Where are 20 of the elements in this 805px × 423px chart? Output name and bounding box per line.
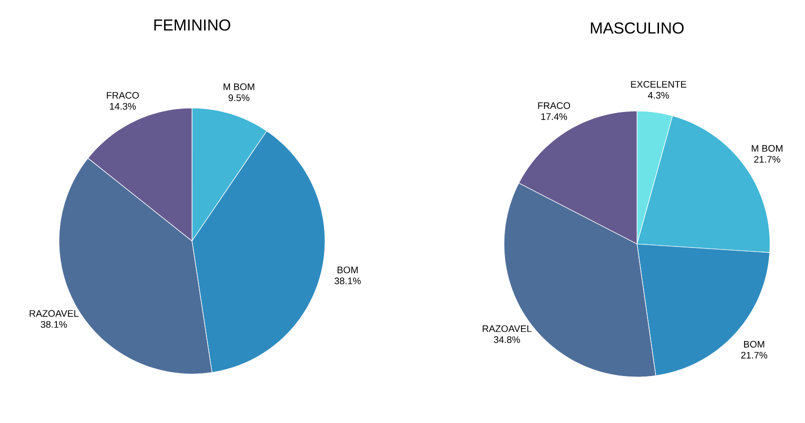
data-label: 34.8% — [494, 336, 520, 343]
slice-label: BOM — [744, 340, 764, 348]
data-label: 17.4% — [541, 113, 568, 120]
data-label: 21.7% — [754, 156, 780, 163]
slice-label: EXCELENTE — [631, 80, 686, 88]
chart-title: MASCULINO — [590, 22, 684, 34]
data-label: 21.7% — [741, 352, 768, 359]
data-label: 38.1% — [40, 321, 67, 328]
slice-label: M BOM — [752, 145, 782, 152]
data-label: 4.3% — [648, 92, 669, 99]
slice-label: FRACO — [106, 92, 139, 99]
data-label: 14.3% — [110, 102, 136, 110]
data-label: 9.5% — [228, 94, 250, 102]
slice-label: RAZOAVEL — [482, 325, 532, 332]
slice-label: FRACO — [538, 102, 570, 109]
slice-label: M BOM — [224, 83, 254, 90]
slice-label: BOM — [338, 266, 358, 274]
data-label: 38.1% — [334, 278, 361, 284]
chart-title: FEMININO — [154, 19, 230, 31]
slice-label: RAZOAVEL — [30, 310, 78, 317]
